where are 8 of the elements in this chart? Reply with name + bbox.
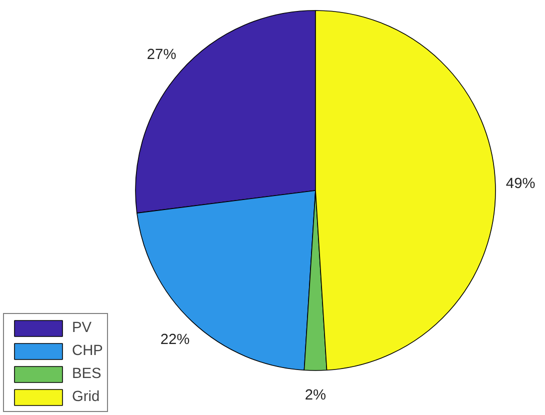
data-label: 2% [304, 388, 326, 404]
data-label: 49% [506, 176, 536, 192]
legend-label: Grid [72, 388, 100, 407]
data-label: 22% [160, 332, 190, 348]
legend-label: BES [72, 365, 102, 384]
legend-label: PV [72, 319, 92, 338]
data-label: 27% [146, 46, 176, 63]
legend-label: CHP [72, 342, 103, 361]
